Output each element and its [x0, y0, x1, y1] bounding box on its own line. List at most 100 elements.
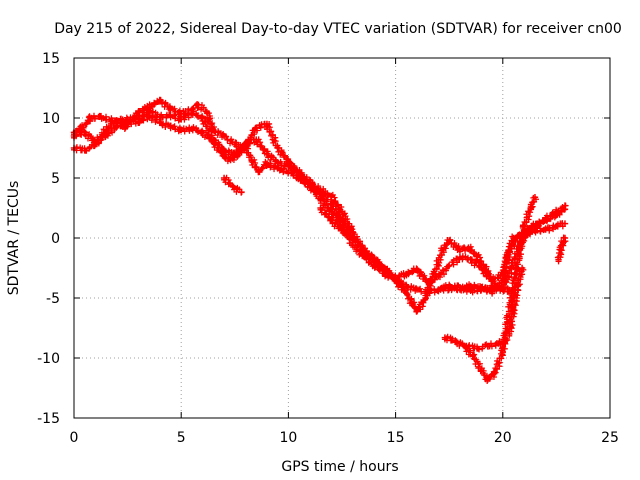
- data-point: [238, 189, 245, 196]
- data-point: [360, 246, 367, 254]
- data-point: [135, 108, 142, 116]
- data-point: [227, 156, 234, 164]
- data-point: [463, 342, 470, 350]
- data-point: [473, 252, 481, 260]
- data-point: [506, 246, 513, 254]
- data-point: [274, 159, 281, 166]
- data-point: [263, 160, 271, 167]
- y-tick-label: 10: [42, 111, 60, 127]
- data-point: [430, 270, 438, 278]
- series-markers: [71, 110, 566, 297]
- data-point: [274, 165, 281, 172]
- data-point: [81, 129, 88, 136]
- data-point: [285, 158, 292, 165]
- data-point: [478, 286, 485, 293]
- data-point: [456, 254, 464, 261]
- y-tick-label: -5: [46, 291, 60, 307]
- data-point: [253, 136, 260, 143]
- data-point: [484, 342, 491, 350]
- data-point: [210, 136, 217, 143]
- data-point: [328, 201, 335, 208]
- data-point: [503, 336, 511, 344]
- data-point: [255, 168, 262, 176]
- data-point: [317, 190, 324, 197]
- data-point: [188, 106, 196, 113]
- data-point: [495, 340, 502, 347]
- data-point: [439, 246, 446, 254]
- data-point: [349, 234, 356, 242]
- data-point: [561, 234, 569, 242]
- data-point: [229, 183, 236, 190]
- chart-title: Day 215 of 2022, Sidereal Day-to-day VTE…: [54, 21, 622, 37]
- data-point: [328, 192, 335, 200]
- data-point: [167, 112, 174, 119]
- data-point: [521, 222, 528, 230]
- data-point: [220, 153, 228, 160]
- data-point: [178, 116, 185, 123]
- data-point: [542, 216, 549, 224]
- data-point: [220, 147, 228, 154]
- y-axis-label: SDTVAR / TECUs: [6, 181, 22, 296]
- data-point: [527, 204, 534, 212]
- y-tick-label: 15: [42, 51, 60, 67]
- x-tick-label: 0: [70, 430, 79, 446]
- data-point: [96, 113, 103, 120]
- data-point: [516, 246, 524, 254]
- data-point: [263, 120, 271, 128]
- data-point: [231, 150, 238, 158]
- data-point: [413, 286, 421, 293]
- data-point: [557, 246, 564, 254]
- data-point: [525, 225, 532, 232]
- data-point: [491, 370, 498, 377]
- data-point: [403, 290, 410, 297]
- series-track-d: [220, 174, 245, 196]
- data-point: [220, 174, 228, 182]
- x-tick-label: 10: [279, 430, 297, 446]
- data-point: [555, 256, 562, 263]
- data-point: [147, 102, 155, 110]
- data-point: [561, 220, 569, 227]
- series-track-a: [70, 110, 569, 297]
- data-point: [381, 264, 389, 272]
- series-track-i: [505, 264, 527, 339]
- data-series: [70, 96, 569, 384]
- series-track-c: [70, 96, 569, 315]
- data-point: [231, 141, 238, 148]
- axis-ticks: 0 5 10 15 20 25 15 10 5 0 -5 -10 -15: [37, 51, 619, 446]
- data-point: [81, 147, 88, 154]
- data-point: [510, 306, 517, 314]
- data-point: [561, 202, 569, 209]
- series-track-e: [317, 204, 352, 239]
- data-point: [467, 256, 474, 263]
- data-point: [478, 366, 485, 374]
- data-point: [220, 132, 228, 140]
- data-point: [467, 287, 474, 294]
- data-point: [484, 376, 491, 383]
- data-point: [295, 174, 303, 182]
- data-point: [531, 194, 539, 201]
- x-tick-label: 5: [177, 430, 186, 446]
- x-tick-label: 25: [601, 430, 619, 446]
- data-point: [506, 330, 513, 338]
- data-point: [188, 125, 196, 132]
- data-point: [533, 220, 541, 227]
- data-point: [456, 284, 464, 291]
- x-tick-label: 15: [387, 430, 405, 446]
- data-point: [178, 110, 185, 117]
- data-point: [285, 168, 292, 176]
- data-point: [469, 352, 476, 359]
- data-point: [102, 126, 110, 134]
- data-point: [195, 101, 202, 108]
- data-point: [122, 124, 129, 131]
- data-point: [482, 266, 489, 273]
- data-point: [306, 184, 314, 191]
- data-point: [553, 212, 560, 219]
- data-point: [338, 216, 346, 224]
- data-point: [499, 285, 506, 292]
- data-point: [87, 114, 95, 122]
- data-point: [156, 119, 163, 126]
- data-point: [203, 108, 211, 116]
- data-point: [514, 282, 522, 290]
- data-point: [542, 226, 549, 233]
